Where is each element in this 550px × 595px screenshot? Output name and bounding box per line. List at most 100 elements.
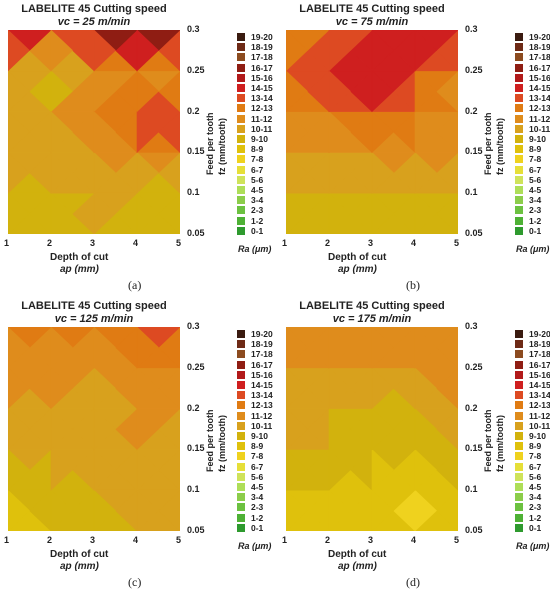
legend-label: 14-15 [529, 380, 550, 390]
legend-swatch [237, 401, 245, 410]
x-tick-label: 2 [325, 238, 331, 248]
heatmap-cell-r4-c2-t3 [371, 30, 394, 72]
legend-swatch [237, 196, 245, 205]
heatmap-cell-r3-c2-t3 [371, 70, 394, 113]
legend-item: 9-10 [515, 134, 546, 144]
y-tick-label: 0.1 [465, 484, 478, 495]
heatmap-cell-r4-c2-t3 [93, 30, 116, 72]
legend-item: 15-16 [237, 370, 273, 380]
legend-item: 9-10 [237, 431, 268, 441]
heatmap-cell-r3-c0-t3 [286, 367, 308, 410]
legend-swatch [237, 33, 245, 41]
heatmap-cell-r1-c1-t3 [328, 448, 351, 491]
y-axis-symbol: fz (mm/tooth) [217, 118, 227, 175]
legend-swatch [515, 226, 523, 235]
legend-item: 3-4 [237, 195, 263, 205]
legend-swatch [237, 53, 245, 62]
legend-item: 6-7 [515, 462, 541, 472]
legend-label: 12-13 [251, 400, 273, 411]
x-tick-label: 5 [454, 535, 460, 545]
chart-title: LABELITE 45 Cutting speed [21, 3, 167, 15]
legend-item: 6-7 [237, 165, 263, 175]
panel-caption: (d) [406, 575, 420, 589]
heatmap-cell-r2-c2-t3 [371, 407, 394, 451]
legend-label: 10-11 [251, 123, 273, 134]
legend-item: 7-8 [515, 154, 541, 164]
heatmap-cell-r1-c0-t3 [286, 448, 308, 491]
legend-swatch [237, 155, 245, 164]
x-axis-symbol: ap (mm) [338, 561, 377, 572]
legend-swatch [237, 381, 245, 389]
legend-swatch [237, 124, 245, 133]
legend-swatch [237, 523, 245, 532]
x-axis-title: Depth of cut [328, 549, 387, 560]
heatmap-cell-r1-c2-t3 [93, 448, 116, 491]
y-tick-label: 0.05 [465, 228, 483, 238]
legend-label: 9-10 [529, 431, 547, 441]
legend-unit: Ra (μm) [238, 244, 272, 254]
y-tick-label: 0.25 [187, 64, 205, 75]
legend-label: 18-19 [251, 339, 273, 350]
heatmap-cell-r3-c2-t3 [93, 367, 116, 410]
chart-panel-3: LABELITE 45 Cutting speed vc = 125 m/min 1… [0, 297, 273, 594]
legend-label: 10-11 [251, 420, 273, 431]
legend-label: 17-18 [251, 52, 273, 63]
legend-swatch [515, 114, 523, 123]
heatmap-cell-r1-c0-t3 [8, 448, 30, 491]
heatmap-cell-r0-c3-t3 [136, 192, 159, 234]
heatmap-cell-r3-c1-t3 [50, 367, 73, 410]
legend-swatch [237, 216, 245, 225]
legend-item: 3-4 [515, 195, 541, 205]
y-tick-label: 0.25 [465, 64, 483, 75]
legend-swatch [237, 340, 245, 349]
heatmap-cell-r2-c1-t3 [50, 407, 73, 451]
legend-item: 14-15 [515, 380, 550, 390]
legend-label: 19-20 [251, 32, 273, 42]
heatmap-svg [286, 327, 458, 531]
x-tick-label: 5 [176, 535, 182, 545]
heatmap-cell-r0-c0-t3 [8, 192, 30, 234]
legend-label: 6-7 [529, 461, 542, 472]
legend-swatch [515, 145, 523, 154]
legend-item: 6-7 [515, 165, 541, 175]
legend-item: 16-17 [515, 360, 550, 370]
legend-label: 7-8 [251, 154, 264, 165]
legend-item: 12-13 [237, 103, 273, 113]
legend-label: 18-19 [529, 339, 550, 350]
legend-swatch [515, 340, 523, 349]
panel-caption: (b) [406, 278, 420, 292]
chart-subtitle: vc = 25 m/min [57, 16, 131, 28]
heatmap-cell-r0-c2-t3 [371, 489, 394, 531]
heatmap-cell-r0-c0-t3 [8, 489, 30, 531]
heatmap-plot [286, 327, 458, 531]
heatmap-cell-r2-c3-t3 [414, 407, 437, 451]
legend-item: 15-16 [515, 370, 550, 380]
heatmap-svg [286, 30, 458, 234]
legend-label: 16-17 [529, 359, 550, 370]
legend-item: 1-2 [515, 513, 541, 523]
legend-swatch [515, 53, 523, 62]
heatmap-cell-r0-c1-t3 [50, 192, 73, 234]
legend-label: 18-19 [251, 42, 273, 53]
legend-unit: Ra (μm) [238, 541, 272, 551]
heatmap-cell-r2-c0-t3 [286, 408, 308, 450]
heatmap-cell-r4-c1-t3 [50, 30, 73, 72]
heatmap-cell-r1-c3-t3 [136, 151, 159, 194]
legend-unit: Ra (μm) [516, 244, 550, 254]
legend: 19-20 18-19 17-18 16-17 15-16 14-15 13-14 12-13… [237, 329, 273, 551]
legend-item: 7-8 [515, 451, 541, 461]
heatmap-cell-r4-c0-t3 [286, 30, 308, 72]
heatmap-cell-r0-c2-t3 [371, 192, 394, 234]
legend-label: 11-12 [529, 410, 550, 421]
legend-label: 5-6 [529, 174, 542, 185]
legend-item: 11-12 [515, 114, 550, 124]
legend-swatch [237, 452, 245, 461]
legend-item: 18-19 [515, 339, 550, 349]
legend-swatch [515, 63, 523, 72]
legend-item: 1-2 [237, 513, 263, 523]
heatmap-cell-r4-c3-t3 [136, 30, 159, 72]
legend-swatch [237, 360, 245, 369]
y-tick-label: 0.25 [465, 361, 483, 372]
legend-label: 3-4 [251, 492, 264, 503]
legend-item: 5-6 [237, 472, 263, 482]
